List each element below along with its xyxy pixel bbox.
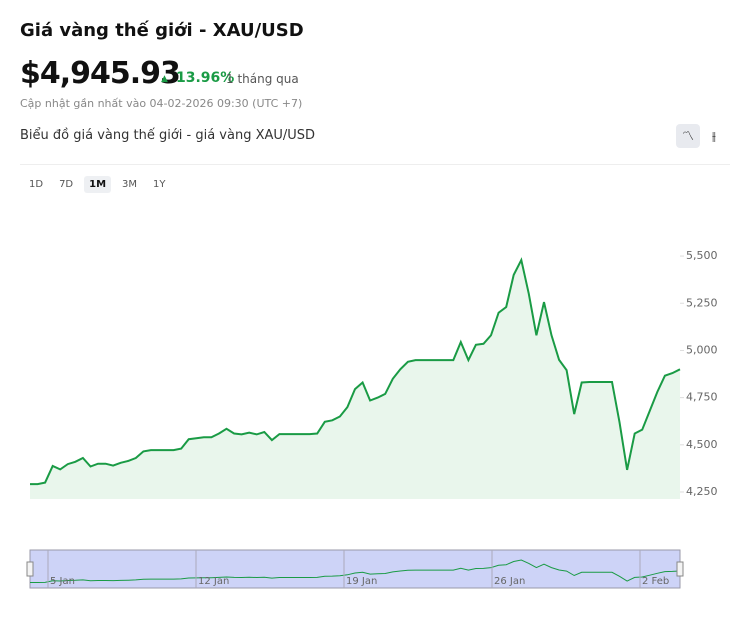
navigator-line [30,559,681,583]
area [30,260,680,499]
navigator-handle[interactable] [676,561,684,577]
y-tick-label: 4,750 [686,391,718,404]
range-button[interactable]: 1D [29,179,44,190]
period: 1 tháng qua [226,72,299,86]
range-button[interactable]: 1M [84,176,112,193]
y-tick-label: 4,500 [686,438,718,451]
line-mode[interactable]: 〽 [676,124,700,148]
range-buttons: 1D 7D 1M 3M 1Y [24,176,171,193]
range-button[interactable]: 3M [122,179,138,190]
y-tick-label: 5,500 [686,249,718,262]
navigator-label: 2 Feb [642,576,669,587]
navigator-label: 19 Jan [346,576,377,587]
updated: Cập nhật gần nhất vào 04-02-2026 09:30 (… [20,97,303,110]
y-tick-label: 5,250 [686,296,718,309]
section-title: Biểu đồ giá vàng thế giới - giá vàng XAU… [20,128,316,143]
divider [20,164,730,165]
price: $4,945.93 [20,56,181,91]
range-button[interactable]: 7D [59,179,74,190]
page-title: Giá vàng thế giới - XAU/USD [20,20,304,41]
price-line [30,257,681,486]
y-tick-label: 4,250 [686,485,718,498]
navigator-label: 5 Jan [50,576,75,587]
change: 13.96% [176,70,235,86]
up-arrow: ▲ [161,74,168,84]
range-button[interactable]: 1Y [153,179,166,190]
navigator-label: 26 Jan [494,576,525,587]
navigator-label: 12 Jan [198,576,229,587]
candle-mode[interactable]: ⫲ [712,129,716,143]
navigator-handle[interactable] [26,561,34,577]
chart-tools: 〽 ⫲ [676,124,728,150]
y-tick-label: 5,000 [686,343,718,356]
